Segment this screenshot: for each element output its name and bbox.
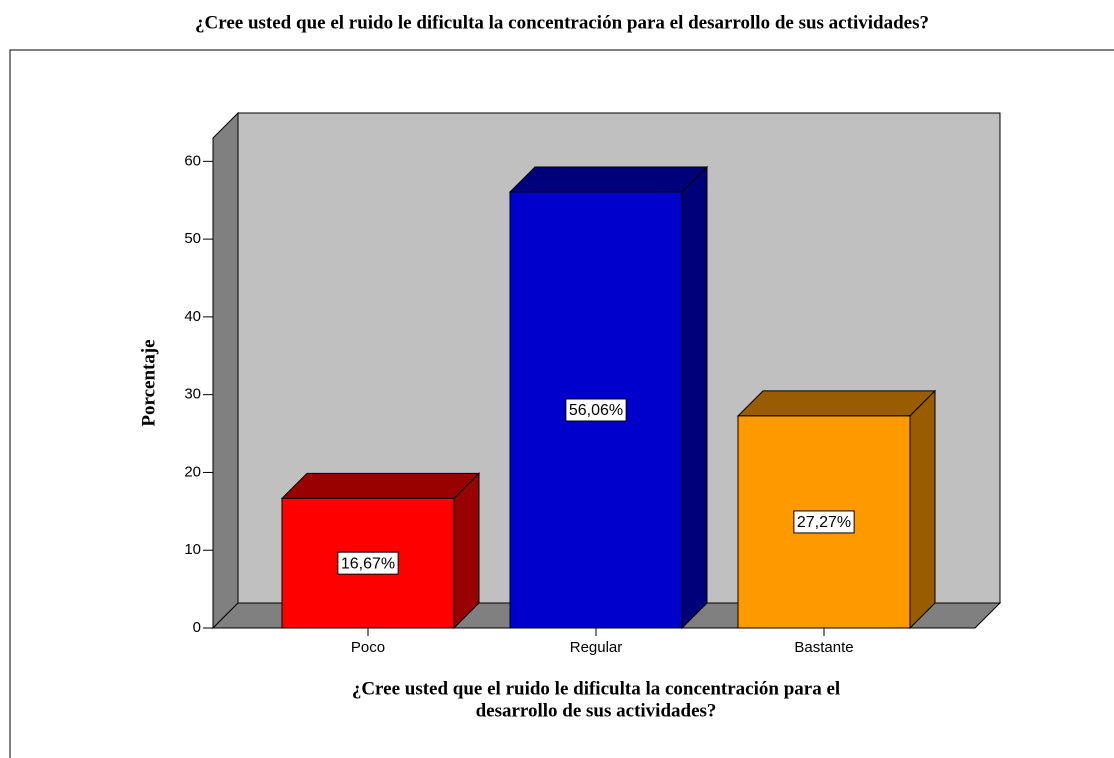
bar-side (681, 165, 708, 630)
x-axis-label: desarrollo de sus actividades? (476, 700, 717, 721)
x-tick-label: Bastante (794, 639, 853, 656)
value-label: 27,27% (797, 514, 851, 531)
bar-side (909, 389, 936, 630)
bar-top (280, 472, 481, 499)
y-tick-label: 60 (184, 152, 201, 169)
y-tick-label: 20 (184, 463, 201, 480)
bar-top (736, 390, 937, 417)
y-tick-label: 0 (193, 619, 201, 636)
y-tick-label: 10 (184, 541, 201, 558)
x-tick-label: Regular (570, 639, 623, 656)
value-label-box (337, 551, 399, 575)
chart-title: ¿Cree usted que el ruido le dificulta la… (195, 12, 929, 33)
value-label: 16,67% (341, 555, 395, 572)
y-tick-label: 40 (184, 308, 201, 325)
value-label: 56,06% (569, 402, 623, 419)
x-axis-label: ¿Cree usted que el ruido le dificulta la… (352, 678, 840, 699)
y-axis-label: Porcentaje (138, 339, 159, 426)
value-label-box (565, 398, 627, 422)
y-tick-label: 30 (184, 386, 201, 403)
x-tick-label: Poco (351, 639, 385, 656)
value-label-box (793, 510, 855, 534)
left-wall (212, 111, 239, 630)
bar-side (453, 472, 480, 630)
y-tick-label: 50 (184, 230, 201, 247)
bar-top (508, 166, 709, 193)
